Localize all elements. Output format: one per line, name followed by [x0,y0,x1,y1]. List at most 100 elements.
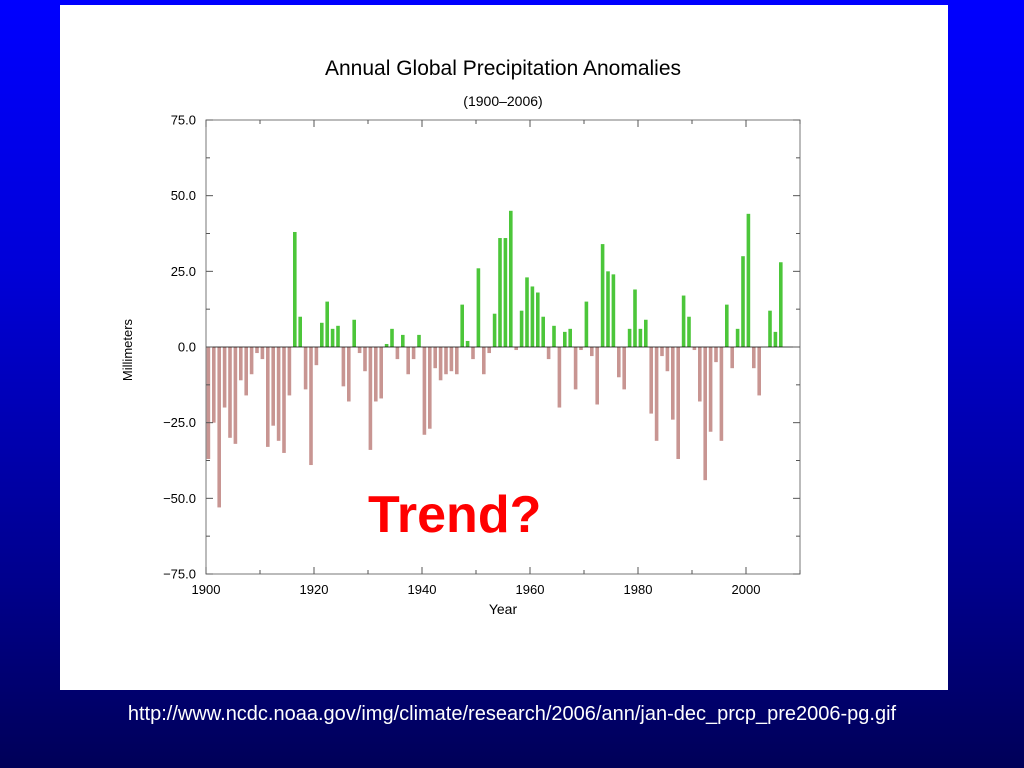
bar-2006 [779,262,783,347]
bar-1937 [406,347,410,375]
bar-1996 [725,304,729,347]
bar-1969 [579,347,583,351]
y-tick-label--75: −75.0 [163,567,196,582]
bar-1985 [665,347,670,372]
bar-1943 [438,347,443,381]
bar-1923 [330,328,335,347]
bar-1947 [460,304,464,347]
bar-1900 [206,347,211,459]
bar-1952 [487,347,491,354]
bar-1960 [530,286,535,347]
bar-1983 [654,347,659,441]
bar-1905 [233,347,238,444]
bar-1994 [714,347,718,363]
bar-1916 [293,231,297,347]
bar-1936 [401,334,405,347]
x-tick-label-1900: 1900 [192,582,221,597]
bar-1955 [503,238,508,347]
bar-1995 [719,347,724,441]
bar-1927 [352,319,356,347]
bar-1925 [341,347,346,387]
bar-1979 [633,289,637,347]
bar-1909 [255,347,259,354]
bar-1912 [271,347,275,426]
bar-2004 [768,310,772,347]
bar-1992 [703,347,707,481]
bar-2002 [757,347,761,396]
bar-1934 [390,328,394,347]
bar-1932 [379,347,383,399]
bar-1988 [681,295,686,347]
bar-1904 [228,347,232,438]
bar-1974 [606,271,610,347]
x-tick-label-1940: 1940 [408,582,437,597]
trend-annotation: Trend? [368,486,542,544]
bar-1999 [741,256,745,347]
bar-1917 [298,316,302,347]
bar-1975 [611,274,616,347]
bar-1918 [303,347,308,390]
bar-1997 [730,347,734,369]
bar-1962 [541,316,545,347]
bar-1949 [471,347,475,360]
bar-1972 [595,347,599,405]
y-tick-label--25: −25.0 [163,415,196,430]
bar-1965 [557,347,562,408]
bar-1989 [687,316,691,347]
bar-1984 [660,347,664,357]
x-tick-label-1960: 1960 [516,582,545,597]
bar-1953 [492,313,497,347]
precipitation-bar-chart: Annual Global Precipitation Anomalies (1… [120,57,801,617]
bar-1920 [314,347,319,366]
bar-1963 [546,347,551,360]
bar-1907 [244,347,248,396]
ticks-group [205,119,801,575]
bar-1931 [374,347,378,402]
bar-1919 [309,347,313,466]
bar-1998 [735,328,740,347]
bar-1926 [347,347,351,402]
bar-1945 [449,347,454,372]
bar-1908 [249,347,254,375]
bar-1924 [336,325,340,347]
bar-1903 [222,347,227,408]
bar-1970 [584,301,589,347]
bar-1966 [563,331,567,347]
bar-1938 [411,347,416,360]
bar-1964 [552,325,556,347]
x-tick-label-2000: 2000 [732,582,761,597]
bar-1922 [325,301,329,347]
bar-1967 [568,328,572,347]
bar-1942 [433,347,437,369]
x-axis-label: Year [489,601,518,617]
bar-1981 [644,319,648,347]
bar-1951 [482,347,486,375]
y-tick-label-75: 75.0 [171,113,196,128]
y-tick-label-50: 50.0 [171,188,196,203]
chart-panel: Annual Global Precipitation Anomalies (1… [60,5,948,690]
y-tick-label--50: −50.0 [163,491,196,506]
bar-1987 [676,347,680,459]
bar-1973 [600,244,605,347]
bar-1914 [282,347,286,453]
bar-1958 [519,310,524,347]
bar-1935 [395,347,400,360]
bar-1950 [476,268,481,347]
bar-1948 [465,340,470,347]
bar-1944 [444,347,448,375]
source-url[interactable]: http://www.ncdc.noaa.gov/img/climate/res… [127,703,897,725]
tick-labels-group: 1900 1920 1940 1960 1980 2000 75.0 50.0 25.0 0.0 −… [163,113,760,598]
bar-1980 [638,328,643,347]
bar-1991 [698,347,702,402]
bar-1993 [708,347,713,432]
bar-1930 [368,347,373,450]
bar-1978 [627,328,632,347]
chart-subtitle: (1900–2006) [463,93,542,109]
bar-1902 [217,347,221,508]
bar-1956 [509,210,513,347]
bar-1957 [514,347,518,351]
y-tick-label-0: 0.0 [178,340,196,355]
bar-1911 [266,347,270,447]
y-axis-label: Millimeters [120,318,135,381]
bar-1921 [320,322,324,347]
